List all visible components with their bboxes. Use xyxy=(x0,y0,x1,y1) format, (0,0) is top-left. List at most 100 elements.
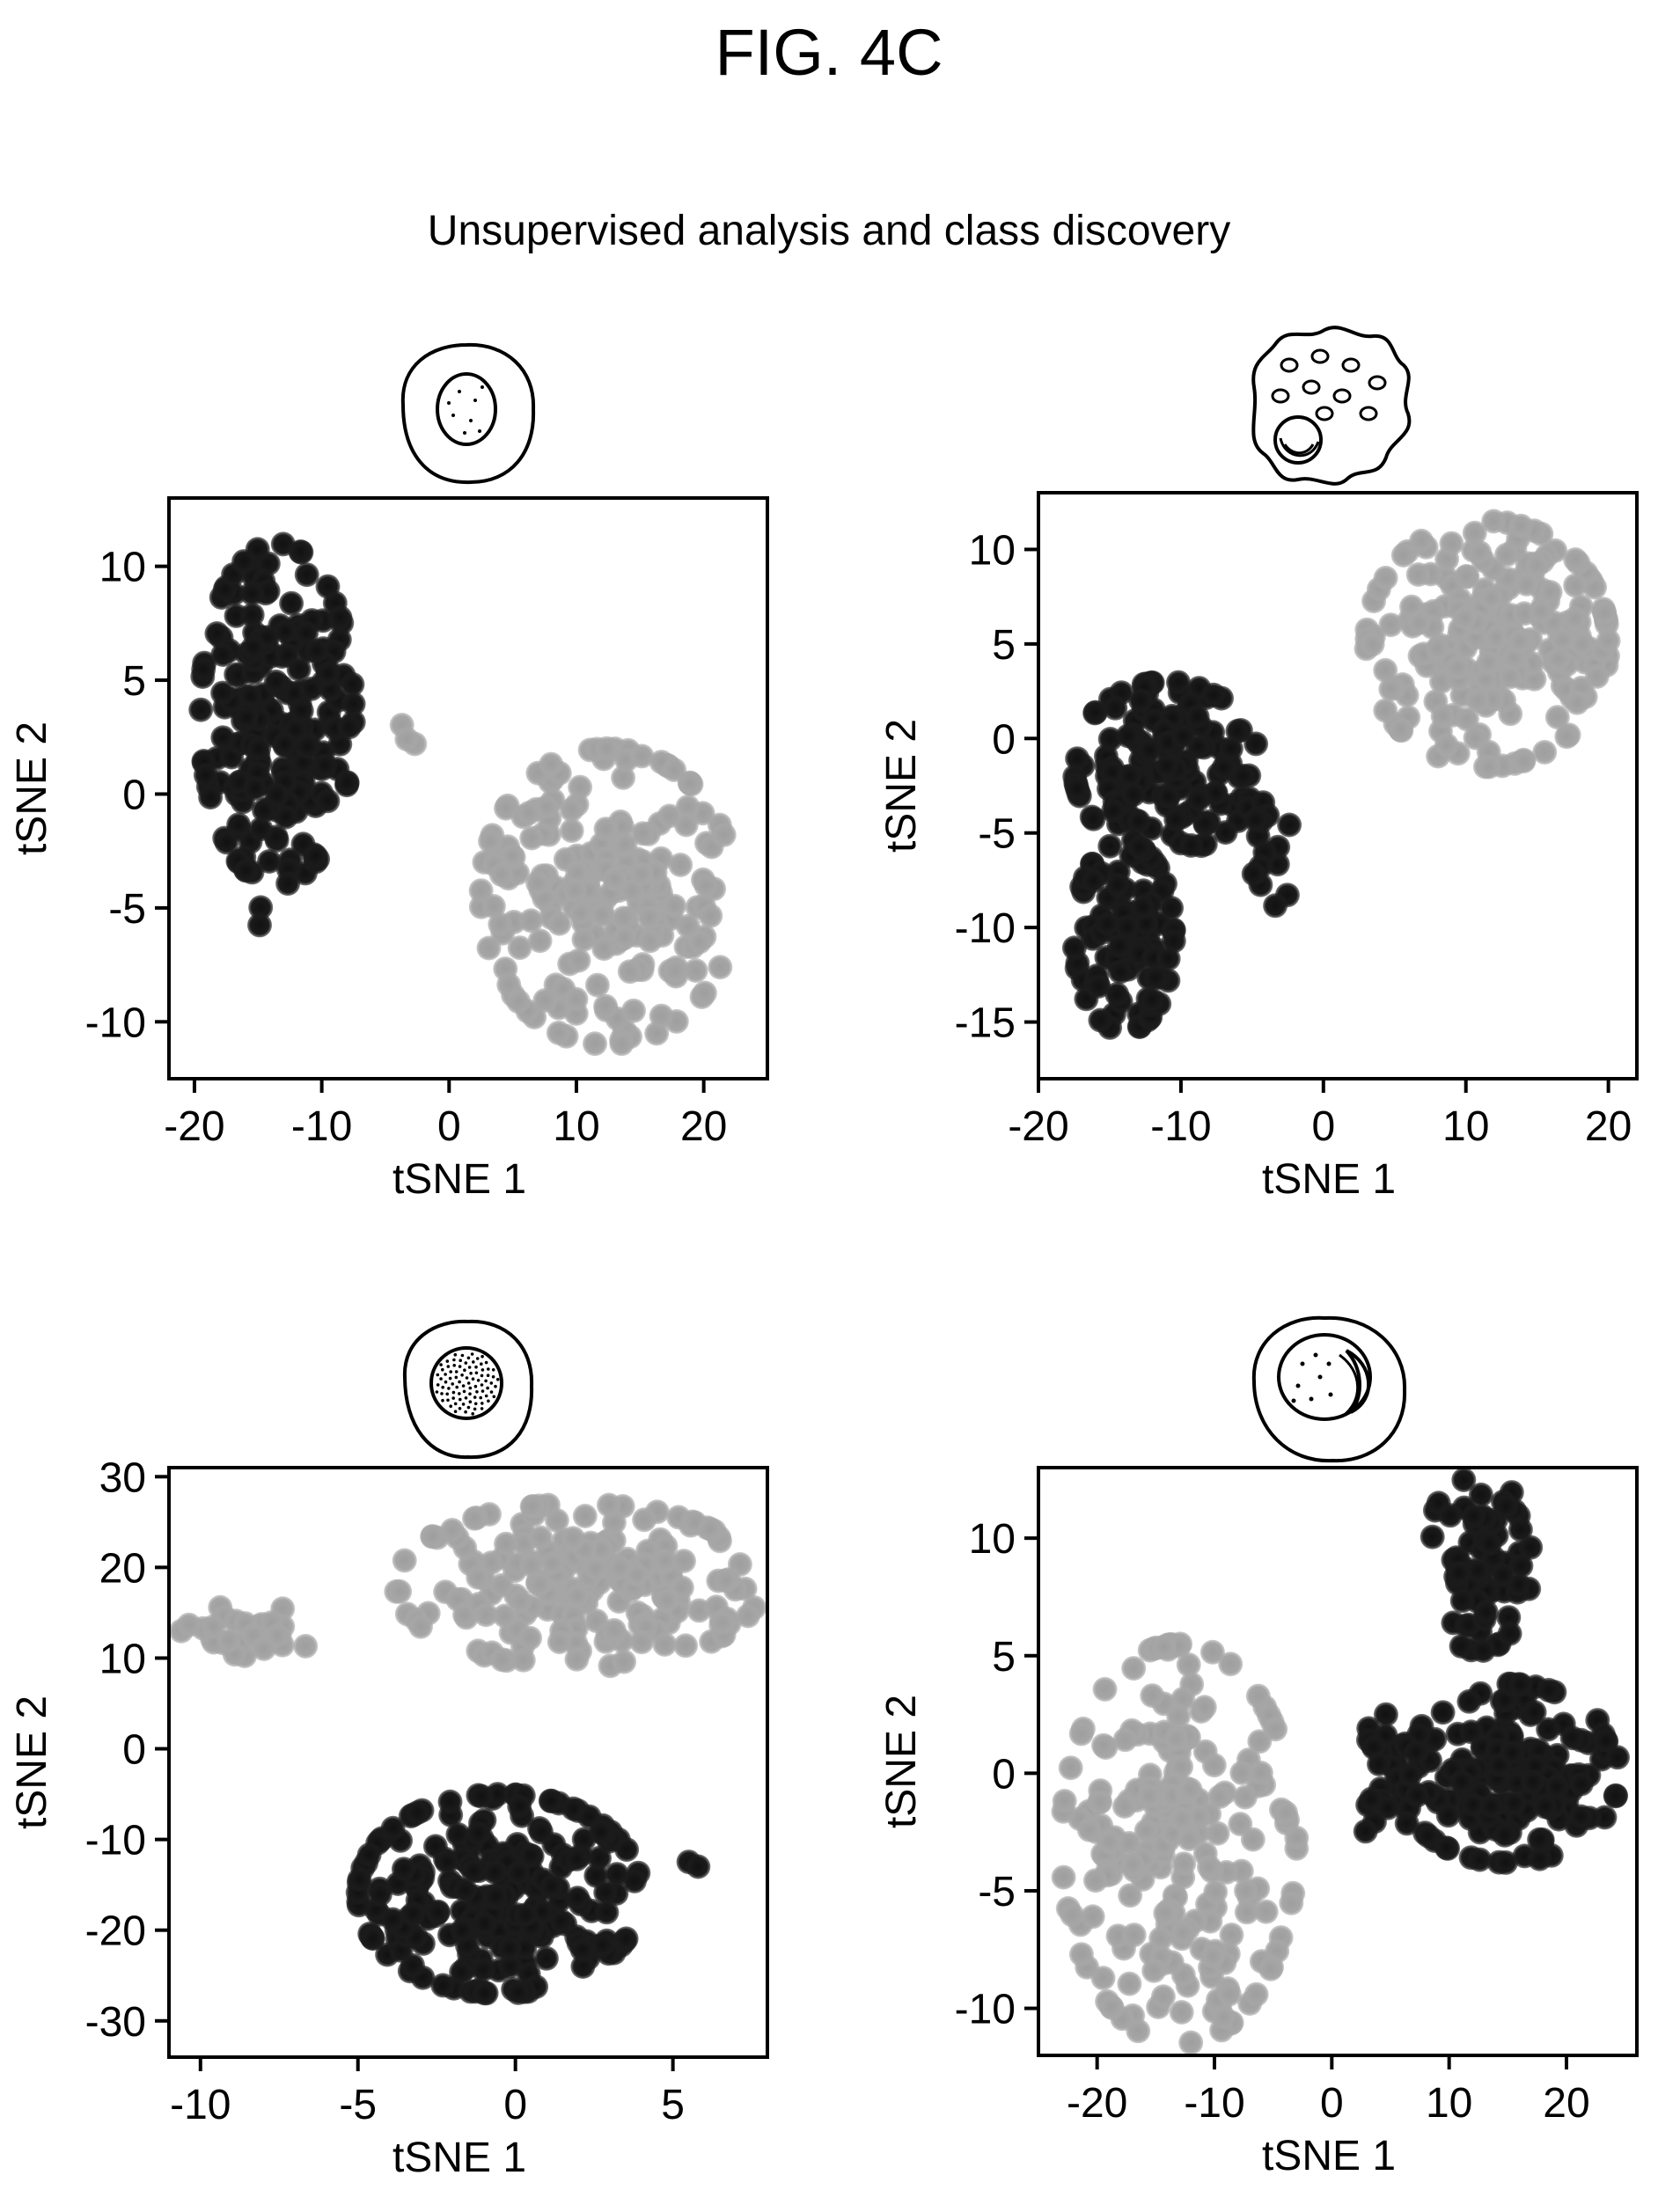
scatter-point xyxy=(628,861,654,887)
scatter-point xyxy=(1439,531,1464,556)
scatter-point xyxy=(546,1020,571,1045)
scatter-point xyxy=(527,1571,553,1597)
scatter-point xyxy=(527,928,553,954)
scatter-point xyxy=(1454,707,1479,732)
scatter-point xyxy=(1532,1794,1558,1820)
scatter-point xyxy=(1115,723,1141,749)
scatter-point xyxy=(1592,601,1618,626)
scatter-point xyxy=(637,928,663,954)
scatter-point xyxy=(1284,1825,1310,1850)
scatter-point xyxy=(652,1631,678,1657)
scatter-point xyxy=(593,993,619,1019)
scatter-point xyxy=(204,621,230,646)
scatter-point xyxy=(1463,725,1488,751)
scatter-point xyxy=(675,795,701,819)
scatter-point xyxy=(1373,698,1398,723)
scatter-point xyxy=(1136,1784,1162,1809)
scatter-point xyxy=(1481,509,1507,534)
scatter-point xyxy=(492,1603,517,1629)
scatter-point xyxy=(1446,1560,1471,1586)
y-tick-label: -5 xyxy=(978,811,1016,858)
scatter-point xyxy=(239,602,265,627)
x-axis-label: tSNE 1 xyxy=(1262,2133,1396,2179)
scatter-point xyxy=(1163,1726,1189,1752)
scatter-point xyxy=(1065,746,1090,772)
x-tick-label: 0 xyxy=(1311,1103,1335,1150)
scatter-point xyxy=(439,1518,465,1542)
scatter-point xyxy=(1460,1792,1486,1818)
scatter-point xyxy=(589,902,614,927)
scatter-point xyxy=(242,776,268,801)
scatter-point xyxy=(1098,1994,1124,2019)
scatter-point xyxy=(1199,1639,1225,1665)
scatter-point xyxy=(1562,606,1588,631)
scatter-point xyxy=(1409,528,1434,553)
scatter-point xyxy=(1473,1600,1499,1625)
plot-frame xyxy=(1037,1466,1639,2057)
x-tick-label: -10 xyxy=(291,1103,352,1150)
scatter-point xyxy=(1121,1656,1147,1681)
scatter-point xyxy=(1544,1774,1570,1799)
scatter-point xyxy=(295,734,320,759)
scatter-point xyxy=(1277,812,1302,838)
scatter-points xyxy=(1051,1468,1630,2055)
scatter-points xyxy=(169,1492,767,2006)
scatter-point xyxy=(1088,1007,1113,1033)
scatter-point xyxy=(548,1908,574,1934)
scatter-point xyxy=(234,705,260,730)
scatter-point xyxy=(391,1857,416,1882)
scatter-point xyxy=(1104,872,1130,897)
plot-frame xyxy=(1037,491,1639,1080)
scatter-point xyxy=(1104,982,1130,1007)
scatter-point xyxy=(488,1572,514,1598)
scatter-point xyxy=(1117,1971,1142,1996)
scatter-point xyxy=(1060,1902,1085,1928)
scatter-point xyxy=(591,936,617,962)
y-tick-label: -15 xyxy=(955,1000,1016,1047)
scatter-point xyxy=(1527,1846,1552,1871)
scatter-point xyxy=(298,676,324,701)
scatter-point xyxy=(1086,973,1111,999)
scatter-point xyxy=(1544,705,1570,730)
scatter-point xyxy=(507,1793,532,1819)
scatter-point xyxy=(1171,1851,1197,1877)
scatter-point xyxy=(1532,739,1558,765)
scatter-point xyxy=(251,1636,276,1661)
scatter-point xyxy=(275,871,301,897)
scatter-point xyxy=(1258,1956,1283,1981)
scatter-point xyxy=(1253,1899,1279,1924)
y-tick-label: 0 xyxy=(122,1727,146,1774)
scatter-point xyxy=(1088,1790,1113,1815)
scatter-point xyxy=(1449,1588,1475,1614)
scatter-point xyxy=(468,1784,494,1809)
scatter-point xyxy=(1159,896,1185,920)
scatter-point xyxy=(593,1879,619,1905)
scatter-point xyxy=(1388,717,1413,743)
scatter-point xyxy=(340,671,365,697)
scatter-point xyxy=(472,1910,497,1936)
scatter-point xyxy=(663,958,688,984)
scatter-point xyxy=(1493,1494,1519,1520)
scatter-point xyxy=(613,832,638,858)
scatter-point xyxy=(1192,1695,1217,1720)
scatter-point xyxy=(630,821,656,846)
scatter-point xyxy=(562,878,588,903)
scatter-point xyxy=(1114,914,1140,940)
scatter-point xyxy=(1360,632,1385,657)
scatter-point xyxy=(539,1874,565,1899)
scatter-point xyxy=(590,1932,615,1958)
scatter-point xyxy=(425,1900,451,1925)
scatter-point xyxy=(1497,1621,1522,1646)
scatter-point xyxy=(1130,895,1155,920)
y-axis-label: tSNE 2 xyxy=(9,721,55,855)
scatter-point xyxy=(710,1610,736,1636)
scatter-point xyxy=(214,830,239,855)
scatter-point xyxy=(518,1552,544,1578)
scatter-point xyxy=(293,1633,319,1659)
scatter-point xyxy=(347,1867,372,1893)
scatter-point xyxy=(462,1505,487,1531)
scatter-point xyxy=(1051,1864,1076,1890)
scatter-point xyxy=(1461,1504,1486,1529)
scatter-point xyxy=(1120,782,1146,808)
scatter-point xyxy=(247,912,272,938)
